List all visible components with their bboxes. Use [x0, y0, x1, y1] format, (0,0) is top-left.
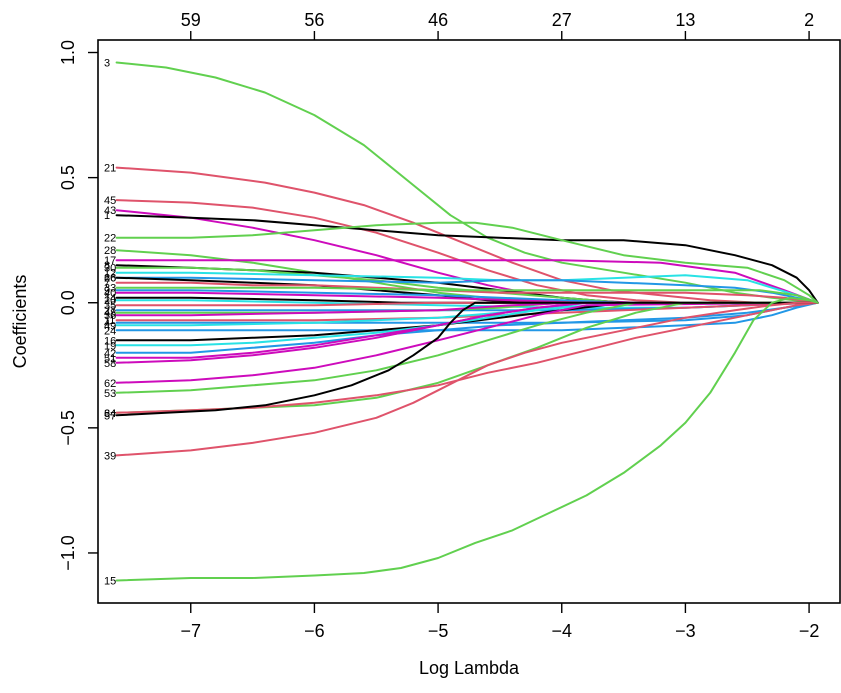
plot-frame: [97, 39, 841, 604]
series-line-26: [115, 276, 819, 304]
series-label-1: 1: [104, 210, 110, 222]
series-line-30: [115, 266, 819, 304]
series-label-28: 28: [104, 245, 116, 257]
top-tick-label: 2: [804, 10, 814, 30]
series-label-43: 43: [104, 205, 116, 217]
x-tick-label: −5: [428, 621, 449, 641]
series-label-16: 16: [104, 335, 116, 347]
top-tick-label: 13: [675, 10, 695, 30]
series-label-64: 64: [104, 408, 116, 420]
series-label-8: 8: [104, 260, 110, 272]
series-label-17: 17: [104, 255, 116, 267]
series-label-9: 9: [104, 285, 110, 297]
series-label-15: 15: [104, 575, 116, 587]
series-label-22: 22: [104, 233, 116, 245]
y-tick-label: 1.0: [58, 40, 78, 65]
series-line-33: [115, 286, 819, 304]
series-line-7: [115, 281, 819, 304]
series-label-51: 51: [104, 353, 116, 365]
series-label-45: 45: [104, 195, 116, 207]
series-line-22: [115, 221, 819, 304]
series-label-3: 3: [104, 58, 110, 70]
series-label-66: 66: [104, 273, 116, 285]
series-label-20: 20: [104, 295, 116, 307]
series-line-45: [115, 199, 819, 304]
series-label-11: 11: [104, 315, 115, 327]
series-line-17: [115, 259, 819, 304]
series-label-33: 33: [104, 283, 116, 295]
series-label-21: 21: [104, 163, 116, 175]
series-label-62: 62: [104, 378, 116, 390]
series-label-19: 19: [104, 340, 116, 352]
series-line-34: [115, 301, 819, 414]
series-label-48: 48: [104, 308, 116, 320]
series-label-30: 30: [104, 263, 116, 275]
series-label-42: 42: [104, 348, 116, 360]
series-label-49: 49: [104, 320, 116, 332]
series-line-53: [115, 301, 819, 394]
x-tick-label: −3: [675, 621, 696, 641]
x-axis-title: Log Lambda: [419, 658, 520, 678]
top-tick-label: 59: [181, 10, 201, 30]
series-label-4: 4: [104, 318, 110, 330]
top-tick-label: 27: [552, 10, 572, 30]
series-label-40: 40: [104, 288, 116, 300]
series-label-36: 36: [104, 310, 116, 322]
series-label-14: 14: [104, 293, 116, 305]
y-axis-left: −1.0 −0.5 0.0 0.5 1.0: [58, 40, 98, 571]
top-tick-label: 46: [428, 10, 448, 30]
series-line-39: [115, 301, 819, 457]
series-label-layer: 3214543122281783012266673394014203527483…: [104, 58, 116, 588]
x-axis-bottom: −7 −6 −5 −4 −3 −2: [180, 603, 819, 641]
series-label-57: 57: [104, 410, 116, 422]
series-label-53: 53: [104, 388, 116, 400]
series-label-58: 58: [104, 358, 116, 370]
series-label-35: 35: [104, 300, 116, 312]
series-line-58: [115, 301, 819, 364]
y-tick-label: 0.0: [58, 290, 78, 315]
series-label-12: 12: [104, 268, 116, 280]
series-label-26: 26: [104, 273, 116, 285]
series-line-15: [115, 296, 819, 582]
series-label-34: 34: [104, 408, 116, 420]
y-tick-label: 0.5: [58, 165, 78, 190]
series-label-24: 24: [104, 325, 116, 337]
series-label-39: 39: [104, 450, 116, 462]
top-tick-label: 56: [304, 10, 324, 30]
series-line-16: [115, 301, 819, 342]
series-line-57: [115, 301, 819, 417]
y-axis-title: Coefficients: [10, 275, 30, 369]
y-tick-label: −1.0: [58, 535, 78, 571]
series-line-24: [115, 301, 819, 332]
x-axis-top: 59 56 46 27 13 2: [181, 10, 814, 40]
series-line-3: [115, 61, 819, 304]
series-line-21: [115, 166, 819, 304]
x-tick-label: −6: [304, 621, 325, 641]
series-label-27: 27: [104, 305, 116, 317]
x-tick-label: −4: [551, 621, 572, 641]
series-line-62: [115, 301, 819, 384]
y-tick-label: −0.5: [58, 410, 78, 446]
series-layer: [115, 61, 819, 582]
x-tick-label: −2: [799, 621, 820, 641]
series-line-19: [115, 301, 819, 347]
x-tick-label: −7: [180, 621, 201, 641]
series-label-7: 7: [104, 278, 110, 290]
